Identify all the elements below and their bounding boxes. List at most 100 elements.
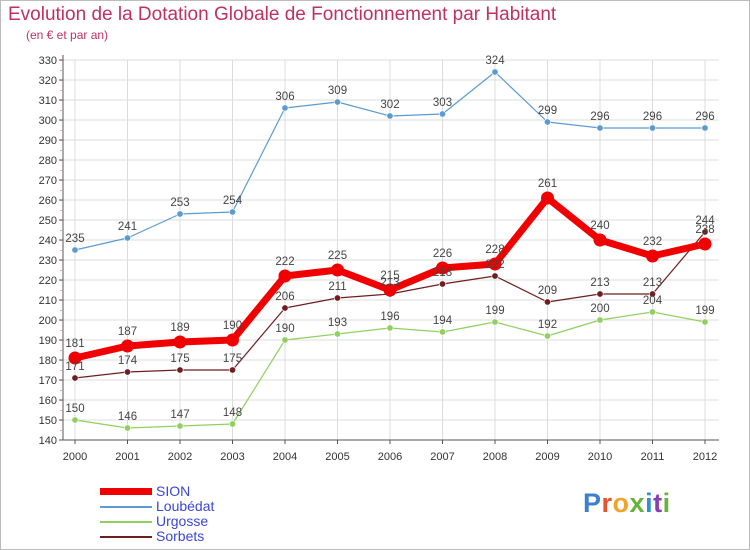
data-label: 194 <box>433 315 453 327</box>
data-label: 238 <box>695 224 714 236</box>
data-point <box>68 351 82 365</box>
y-tick-label: 140 <box>39 435 57 447</box>
legend-label: Urgosse <box>156 513 209 529</box>
data-label: 181 <box>65 338 84 350</box>
y-tick-label: 230 <box>39 255 57 267</box>
y-tick-label: 200 <box>39 315 57 327</box>
legend-label: SION <box>156 483 191 499</box>
data-label: 254 <box>223 195 243 207</box>
data-labels: 235 241 253 254 306 309 302 303 324 299 296 296 296 1… <box>65 55 715 423</box>
data-label: 189 <box>170 322 189 334</box>
data-point <box>646 249 659 263</box>
data-point <box>386 324 394 332</box>
data-label: 148 <box>223 407 242 419</box>
data-point <box>333 294 341 302</box>
y-tick-label: 190 <box>39 335 57 347</box>
data-point <box>701 318 709 326</box>
logo-letter: P <box>583 488 602 518</box>
data-point <box>593 233 607 247</box>
data-label: 192 <box>538 319 557 331</box>
data-label: 187 <box>118 326 137 338</box>
data-point <box>701 228 709 236</box>
data-label: 228 <box>485 244 504 256</box>
y-tick-label: 270 <box>39 175 57 187</box>
data-point <box>436 261 449 275</box>
data-label: 199 <box>485 305 504 317</box>
y-tick-label: 180 <box>39 355 57 367</box>
x-tick-label: 2004 <box>273 451 297 463</box>
data-label: 306 <box>275 91 294 103</box>
data-label: 200 <box>590 303 609 315</box>
y-tick-label: 310 <box>39 95 57 107</box>
data-label: 296 <box>590 111 609 123</box>
data-point <box>491 272 499 280</box>
data-label: 218 <box>433 267 452 279</box>
data-point <box>71 246 79 254</box>
x-tick-label: 2012 <box>693 451 717 463</box>
data-point <box>438 328 446 336</box>
y-tick-label: 300 <box>39 115 57 127</box>
y-tick-label: 210 <box>39 295 57 307</box>
data-label: 232 <box>643 236 662 248</box>
axes: 140 150 160 170 180 190 200 210 220 230 240 250 260 2… <box>39 55 719 463</box>
data-label: 190 <box>275 323 294 335</box>
logo-letter: i <box>645 488 654 518</box>
legend-swatch <box>100 521 152 523</box>
y-tick-label: 160 <box>39 395 57 407</box>
data-label: 309 <box>328 85 347 97</box>
data-point <box>596 290 604 298</box>
data-point <box>701 124 709 132</box>
y-tick-label: 240 <box>39 235 57 247</box>
data-point <box>124 368 132 376</box>
data-label: 209 <box>538 285 557 297</box>
data-point <box>488 257 502 271</box>
data-label: 147 <box>170 409 189 421</box>
data-label: 175 <box>223 353 242 365</box>
data-label: 171 <box>65 361 84 373</box>
data-label: 296 <box>695 111 714 123</box>
grid <box>63 59 719 441</box>
x-tick-label: 2006 <box>378 451 402 463</box>
data-label: 299 <box>538 105 557 117</box>
y-tick-label: 290 <box>39 135 57 147</box>
x-tick-label: 2003 <box>220 451 244 463</box>
x-tick-label: 2002 <box>168 451 192 463</box>
y-tick-label: 220 <box>39 275 57 287</box>
data-point <box>333 330 341 338</box>
data-label: 261 <box>538 178 557 190</box>
data-point <box>648 124 656 132</box>
chart-title: Evolution de la Dotation Globale de Fonc… <box>8 4 557 25</box>
data-point <box>176 422 184 430</box>
data-label: 211 <box>328 281 346 293</box>
data-point <box>124 234 132 242</box>
data-point <box>226 333 239 347</box>
logo-letter: t <box>653 488 663 518</box>
series-sion <box>68 191 712 365</box>
data-point <box>541 191 554 205</box>
y-tick-label: 260 <box>39 195 57 207</box>
data-point <box>229 420 237 428</box>
data-label: 196 <box>380 311 399 323</box>
y-tick-label: 280 <box>39 155 57 167</box>
data-point <box>331 263 344 277</box>
data-label: 215 <box>380 270 399 282</box>
data-point <box>281 336 289 344</box>
logo-letter: o <box>612 488 630 518</box>
data-point <box>229 208 237 216</box>
data-label: 253 <box>170 197 189 209</box>
x-tick-label: 2007 <box>430 451 454 463</box>
data-label: 190 <box>223 320 242 332</box>
data-point <box>229 366 237 374</box>
series-loubédat <box>71 68 709 254</box>
data-label: 204 <box>643 295 663 307</box>
data-point <box>124 424 132 432</box>
data-label: 213 <box>590 277 609 289</box>
data-point <box>698 237 712 251</box>
y-tick-label: 320 <box>39 75 57 87</box>
data-label: 241 <box>118 221 137 233</box>
x-tick-label: 2001 <box>115 451 139 463</box>
x-tick-label: 2000 <box>63 451 87 463</box>
data-point <box>386 112 394 120</box>
series-sorbets <box>71 228 709 382</box>
data-label: 222 <box>275 256 294 268</box>
